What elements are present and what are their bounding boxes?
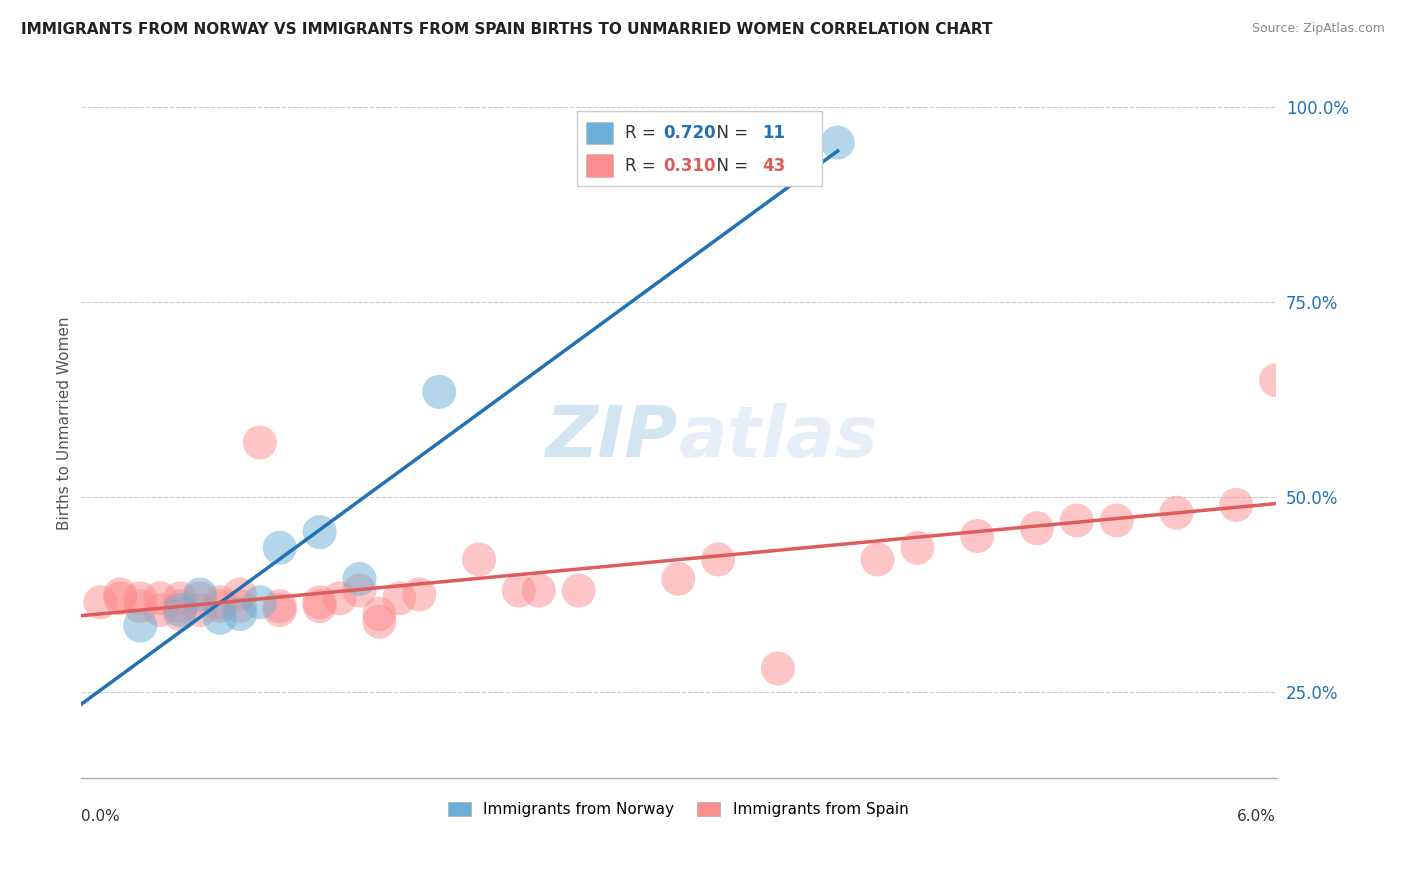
Point bbox=[866, 552, 889, 566]
Point bbox=[388, 591, 411, 606]
Point bbox=[308, 525, 330, 540]
Text: N =: N = bbox=[706, 124, 754, 142]
Text: R =: R = bbox=[624, 124, 661, 142]
Point bbox=[269, 599, 291, 614]
Y-axis label: Births to Unmarried Women: Births to Unmarried Women bbox=[58, 317, 72, 530]
Point bbox=[149, 591, 172, 606]
Point bbox=[249, 435, 271, 450]
FancyBboxPatch shape bbox=[586, 154, 613, 177]
Point bbox=[229, 587, 252, 601]
Point bbox=[229, 599, 252, 614]
Point bbox=[269, 603, 291, 617]
Text: 43: 43 bbox=[762, 157, 785, 175]
Point bbox=[1265, 373, 1288, 387]
Text: 0.310: 0.310 bbox=[662, 157, 716, 175]
Point bbox=[707, 552, 730, 566]
Point bbox=[368, 615, 391, 629]
Point bbox=[468, 552, 491, 566]
Point bbox=[208, 599, 231, 614]
Point bbox=[169, 603, 191, 617]
Point bbox=[329, 591, 352, 606]
FancyBboxPatch shape bbox=[576, 112, 821, 186]
Point bbox=[110, 587, 132, 601]
Point bbox=[766, 661, 789, 675]
Point bbox=[349, 572, 371, 586]
Point bbox=[249, 595, 271, 609]
Point bbox=[208, 595, 231, 609]
Point bbox=[408, 587, 430, 601]
Point bbox=[966, 529, 988, 543]
Point bbox=[169, 607, 191, 621]
Text: ZIP: ZIP bbox=[546, 402, 678, 472]
Point bbox=[269, 541, 291, 555]
Text: atlas: atlas bbox=[678, 402, 879, 472]
Text: 6.0%: 6.0% bbox=[1237, 809, 1277, 824]
Point bbox=[1026, 521, 1049, 535]
Point bbox=[169, 599, 191, 614]
Text: 11: 11 bbox=[762, 124, 785, 142]
Text: 0.0%: 0.0% bbox=[80, 809, 120, 824]
Point bbox=[527, 583, 550, 598]
Point bbox=[188, 603, 211, 617]
Point bbox=[427, 384, 450, 399]
Point bbox=[1166, 506, 1188, 520]
Point bbox=[1225, 498, 1247, 512]
Point bbox=[1105, 513, 1128, 527]
Point bbox=[110, 591, 132, 606]
Text: R =: R = bbox=[624, 157, 661, 175]
Text: Source: ZipAtlas.com: Source: ZipAtlas.com bbox=[1251, 22, 1385, 36]
Text: 0.720: 0.720 bbox=[662, 124, 716, 142]
Point bbox=[188, 587, 211, 601]
Point bbox=[666, 572, 689, 586]
Point bbox=[149, 603, 172, 617]
Text: IMMIGRANTS FROM NORWAY VS IMMIGRANTS FROM SPAIN BIRTHS TO UNMARRIED WOMEN CORREL: IMMIGRANTS FROM NORWAY VS IMMIGRANTS FRO… bbox=[21, 22, 993, 37]
Point bbox=[169, 591, 191, 606]
Point bbox=[308, 595, 330, 609]
Point bbox=[308, 599, 330, 614]
FancyBboxPatch shape bbox=[586, 121, 613, 145]
Point bbox=[129, 618, 152, 632]
Point bbox=[229, 607, 252, 621]
Point bbox=[349, 583, 371, 598]
Point bbox=[188, 591, 211, 606]
Text: N =: N = bbox=[706, 157, 754, 175]
Point bbox=[508, 583, 530, 598]
Point bbox=[208, 611, 231, 625]
Point bbox=[89, 595, 111, 609]
Legend: Immigrants from Norway, Immigrants from Spain: Immigrants from Norway, Immigrants from … bbox=[443, 796, 914, 823]
Point bbox=[827, 136, 849, 150]
Point bbox=[1066, 513, 1088, 527]
Point bbox=[129, 591, 152, 606]
Point bbox=[129, 599, 152, 614]
Point bbox=[568, 583, 591, 598]
Point bbox=[368, 607, 391, 621]
Point bbox=[907, 541, 929, 555]
